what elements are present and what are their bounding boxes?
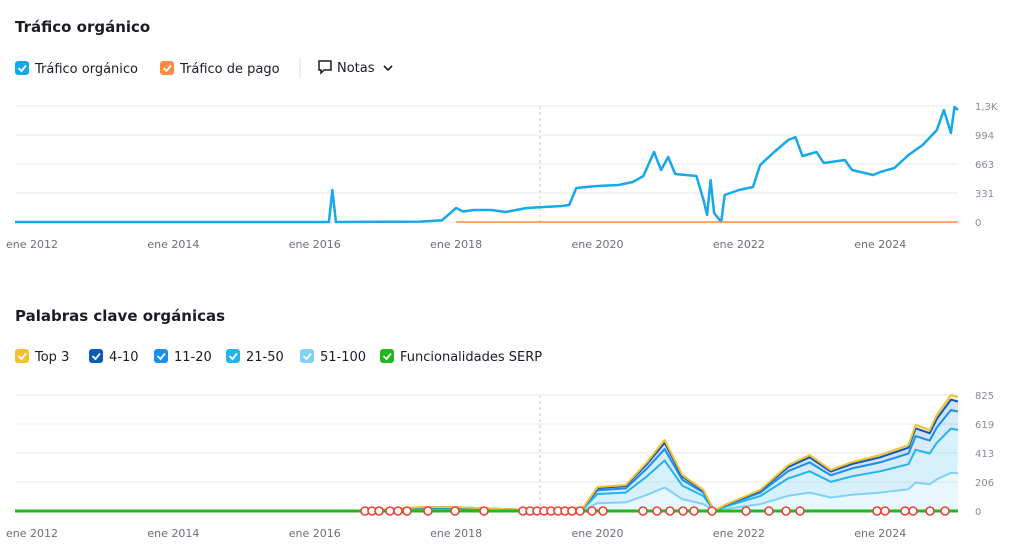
serp-icon — [781, 506, 791, 516]
serp-icon — [638, 506, 648, 516]
chart-title: Palabras clave orgánicas — [15, 307, 225, 325]
legend-checkbox[interactable] — [154, 349, 168, 363]
serp-icon — [402, 506, 412, 516]
legend-label[interactable]: Tráfico orgánico — [34, 62, 138, 77]
x-tick-label: ene 2016 — [289, 238, 341, 251]
legend-label[interactable]: 51-100 — [320, 350, 366, 365]
checkmark — [162, 64, 172, 73]
x-tick-label: ene 2018 — [430, 238, 482, 251]
serp-icon — [652, 506, 662, 516]
notes-label[interactable]: Notas — [337, 61, 375, 76]
checkmark — [17, 352, 27, 361]
x-tick-label: ene 2018 — [430, 527, 482, 540]
y-tick-label: 331 — [975, 189, 994, 200]
notes-icon — [318, 60, 332, 75]
serp-icon — [880, 506, 890, 516]
y-tick-label: 994 — [975, 131, 994, 142]
serp-icon — [587, 506, 597, 516]
series-line — [15, 105, 959, 224]
y-tick-label: 413 — [975, 449, 994, 460]
y-tick-label: 0 — [975, 507, 981, 518]
x-tick-label: ene 2014 — [147, 527, 199, 540]
y-tick-label: 663 — [975, 160, 994, 171]
x-tick-label: ene 2014 — [147, 238, 199, 251]
legend-label[interactable]: 11-20 — [174, 350, 212, 365]
checkmark — [91, 352, 101, 361]
serp-icon — [795, 506, 805, 516]
x-tick-label: ene 2024 — [854, 238, 906, 251]
serp-icon — [925, 506, 935, 516]
y-tick-label: 206 — [975, 478, 994, 489]
x-tick-label: ene 2020 — [571, 527, 623, 540]
x-tick-label: ene 2024 — [854, 527, 906, 540]
serp-icon — [450, 506, 460, 516]
serp-icon — [741, 506, 751, 516]
checkmark — [228, 352, 238, 361]
legend-label[interactable]: 4-10 — [109, 350, 139, 365]
serp-icon — [940, 506, 950, 516]
serp-icon — [908, 506, 918, 516]
serp-icon — [423, 506, 433, 516]
y-tick-label: 619 — [975, 420, 994, 431]
x-tick-label: ene 2022 — [713, 238, 765, 251]
legend-label[interactable]: Funcionalidades SERP — [400, 350, 542, 365]
x-tick-label: ene 2022 — [713, 527, 765, 540]
serp-icon — [575, 506, 585, 516]
checkbox-box — [380, 349, 394, 363]
checkbox-box — [15, 349, 29, 363]
checkbox-box — [300, 349, 314, 363]
serp-icon — [689, 506, 699, 516]
y-tick-label: 0 — [975, 218, 981, 229]
checkbox-box — [226, 349, 240, 363]
checkmark — [156, 352, 166, 361]
serp-icon — [567, 506, 577, 516]
y-tick-label: 1,3K — [975, 102, 998, 113]
serp-icon — [764, 506, 774, 516]
serp-icon — [598, 506, 608, 516]
checkmark — [382, 352, 392, 361]
checkmark — [302, 352, 312, 361]
legend-checkbox[interactable] — [226, 349, 240, 363]
legend-checkbox[interactable] — [380, 349, 394, 363]
x-tick-label: ene 2016 — [289, 527, 341, 540]
area-shade — [15, 472, 958, 511]
serp-icon — [707, 506, 717, 516]
serp-icon — [393, 506, 403, 516]
serp-icon — [385, 506, 395, 516]
x-tick-label: ene 2012 — [6, 527, 58, 540]
legend-checkbox[interactable] — [89, 349, 103, 363]
legend-checkbox[interactable] — [160, 61, 174, 75]
checkbox-box — [154, 349, 168, 363]
legend-label[interactable]: 21-50 — [246, 350, 284, 365]
serp-icon — [678, 506, 688, 516]
checkbox-box — [160, 61, 174, 75]
x-tick-label: ene 2012 — [6, 238, 58, 251]
serp-icon — [872, 506, 882, 516]
legend-checkbox[interactable] — [15, 349, 29, 363]
serp-icon — [665, 506, 675, 516]
serp-icon — [900, 506, 910, 516]
legend-label[interactable]: Tráfico de pago — [179, 62, 280, 77]
legend-checkbox[interactable] — [300, 349, 314, 363]
checkbox-box — [15, 61, 29, 75]
notes-toggle[interactable]: Notas — [318, 60, 393, 76]
y-tick-label: 825 — [975, 391, 994, 402]
serp-icon — [479, 506, 489, 516]
chart-title: Tráfico orgánico — [15, 18, 150, 36]
legend-checkbox[interactable] — [15, 61, 29, 75]
chevron — [383, 65, 393, 72]
serp-icon — [374, 506, 384, 516]
x-tick-label: ene 2020 — [571, 238, 623, 251]
checkbox-box — [89, 349, 103, 363]
checkmark — [17, 64, 27, 73]
legend-label[interactable]: Top 3 — [34, 350, 69, 365]
